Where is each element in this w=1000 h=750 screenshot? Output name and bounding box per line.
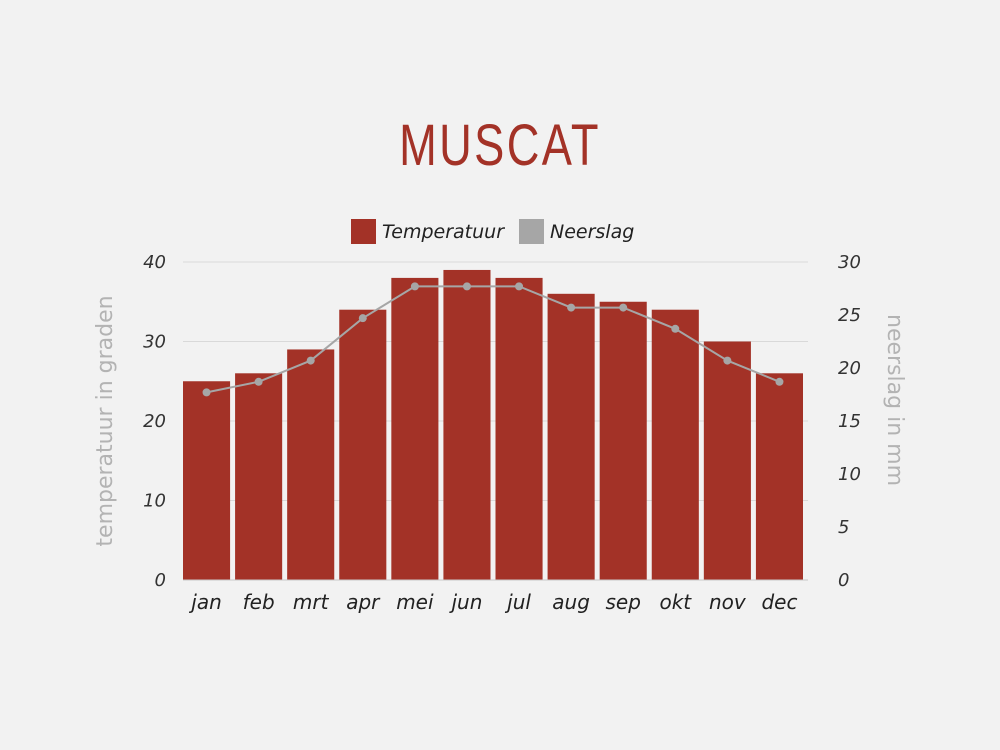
y-left-tick-label: 40 [143, 252, 166, 273]
x-tick-label: okt [659, 590, 692, 614]
x-tick-label: aug [552, 590, 590, 614]
precipitation-point [619, 303, 628, 312]
temperature-bar [183, 381, 231, 580]
x-tick-label: mrt [293, 590, 330, 614]
precipitation-point [671, 324, 680, 333]
legend-label-neerslag: Neerslag [550, 221, 634, 243]
legend-swatch-temperatuur [351, 219, 376, 244]
y-left-tick-label: 30 [143, 332, 166, 353]
precipitation-point [775, 377, 784, 386]
y-right-tick-label: 20 [838, 358, 861, 379]
y-left-tick-label: 10 [143, 491, 166, 512]
precipitation-point [567, 303, 576, 312]
precipitation-point [254, 377, 263, 386]
y-right-axis-title: neerslag in mm [882, 314, 907, 486]
precipitation-point [462, 282, 471, 291]
precipitation-point [515, 282, 524, 291]
precipitation-point [723, 356, 732, 365]
x-tick-label: jun [448, 590, 482, 614]
temperature-bar [703, 341, 751, 580]
y-right-tick-label: 5 [838, 517, 849, 538]
temperature-bar [651, 309, 699, 580]
legend-label-temperatuur: Temperatuur [382, 221, 505, 243]
chart-title: MUSCAT [399, 113, 601, 178]
temperature-bar [547, 293, 595, 580]
temperature-bar [495, 277, 543, 580]
x-tick-label: feb [243, 590, 275, 614]
temperature-bar [391, 277, 439, 580]
temperature-bar [339, 309, 387, 580]
x-tick-label: nov [709, 590, 747, 614]
y-left-axis-title: temperatuur in graden [93, 295, 118, 546]
x-tick-label: mei [396, 590, 434, 614]
y-right-tick-label: 10 [838, 464, 861, 485]
x-tick-label: jan [188, 590, 222, 614]
y-left-tick-label: 0 [155, 570, 166, 591]
temperature-bar [443, 269, 491, 580]
precipitation-line [206, 285, 780, 394]
x-tick-label: sep [605, 590, 640, 614]
y-right-tick-label: 15 [838, 411, 861, 432]
precipitation-point [410, 282, 419, 291]
x-tick-label: apr [346, 590, 381, 614]
temperature-bar [287, 349, 335, 580]
precipitation-point [306, 356, 315, 365]
precipitation-point [358, 314, 367, 323]
temperature-bar [755, 373, 803, 580]
temperature-bar [599, 301, 647, 580]
temperature-bar [235, 373, 283, 580]
y-left-tick-label: 20 [143, 411, 166, 432]
x-tick-label: dec [761, 590, 797, 614]
y-right-tick-label: 0 [838, 570, 849, 591]
legend-swatch-neerslag [519, 219, 544, 244]
x-tick-label: jul [504, 590, 531, 614]
y-right-tick-label: 25 [838, 305, 861, 326]
y-right-tick-label: 30 [838, 252, 861, 273]
precipitation-point [202, 388, 211, 397]
